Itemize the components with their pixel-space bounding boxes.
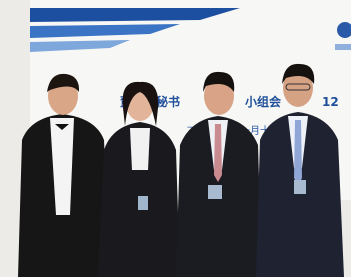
banner-title: 12 [322,95,339,109]
polygon-shape [214,124,222,182]
body: 董事会秘书 小组会 12 二零 一月十二日 (() => { const d [0,0,351,277]
polygon-shape [294,120,302,186]
rect-shape [294,180,306,194]
rect-shape [138,196,148,210]
photo: 董事会秘书 小组会 12 二零 一月十二日 [0,0,351,277]
rect-shape [335,44,351,50]
rect-shape [208,185,222,199]
polygon-shape [130,128,150,170]
banner-title: 小组会 [245,94,282,109]
page: Photo {"backdrop": {"title_fragments": [… [0,0,351,277]
